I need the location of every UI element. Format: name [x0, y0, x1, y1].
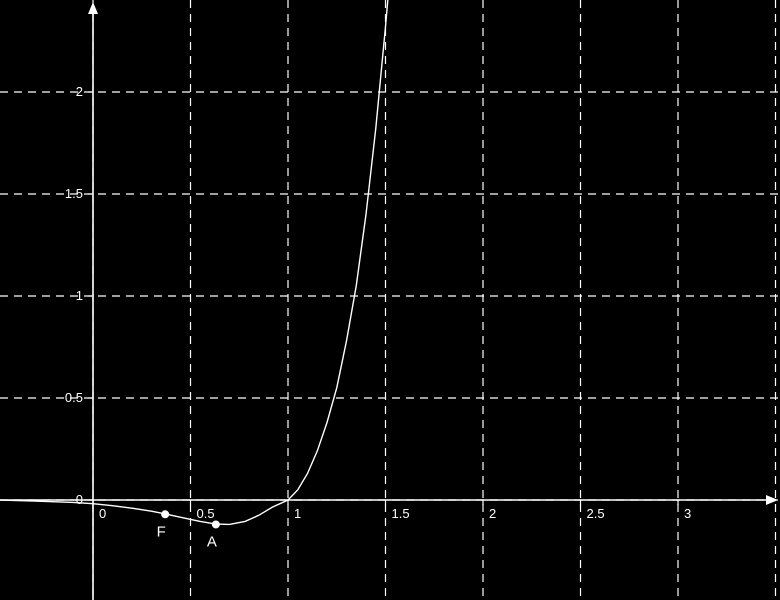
function-plot: 0 0.5 1 1.5 2 2.5 3 0 0.5 1 1.5 2 F A — [0, 0, 780, 600]
x-tick-label: 0 — [99, 506, 106, 521]
y-tick-label: 0 — [76, 492, 83, 507]
x-tick-label: 1.5 — [392, 506, 410, 521]
point-label: F — [157, 523, 166, 540]
x-tick-label: 2.5 — [587, 506, 605, 521]
x-tick-label: 0.5 — [197, 506, 215, 521]
chart-background — [0, 0, 780, 600]
y-tick-label: 1 — [76, 288, 83, 303]
y-tick-label: 1.5 — [65, 186, 83, 201]
x-tick-label: 2 — [489, 506, 496, 521]
x-tick-label: 3 — [684, 506, 691, 521]
point-label: A — [207, 533, 217, 550]
y-tick-label: 0.5 — [65, 390, 83, 405]
marker-point — [212, 520, 220, 528]
x-tick-label: 1 — [294, 506, 301, 521]
y-tick-label: 2 — [76, 84, 83, 99]
marker-point — [161, 510, 169, 518]
